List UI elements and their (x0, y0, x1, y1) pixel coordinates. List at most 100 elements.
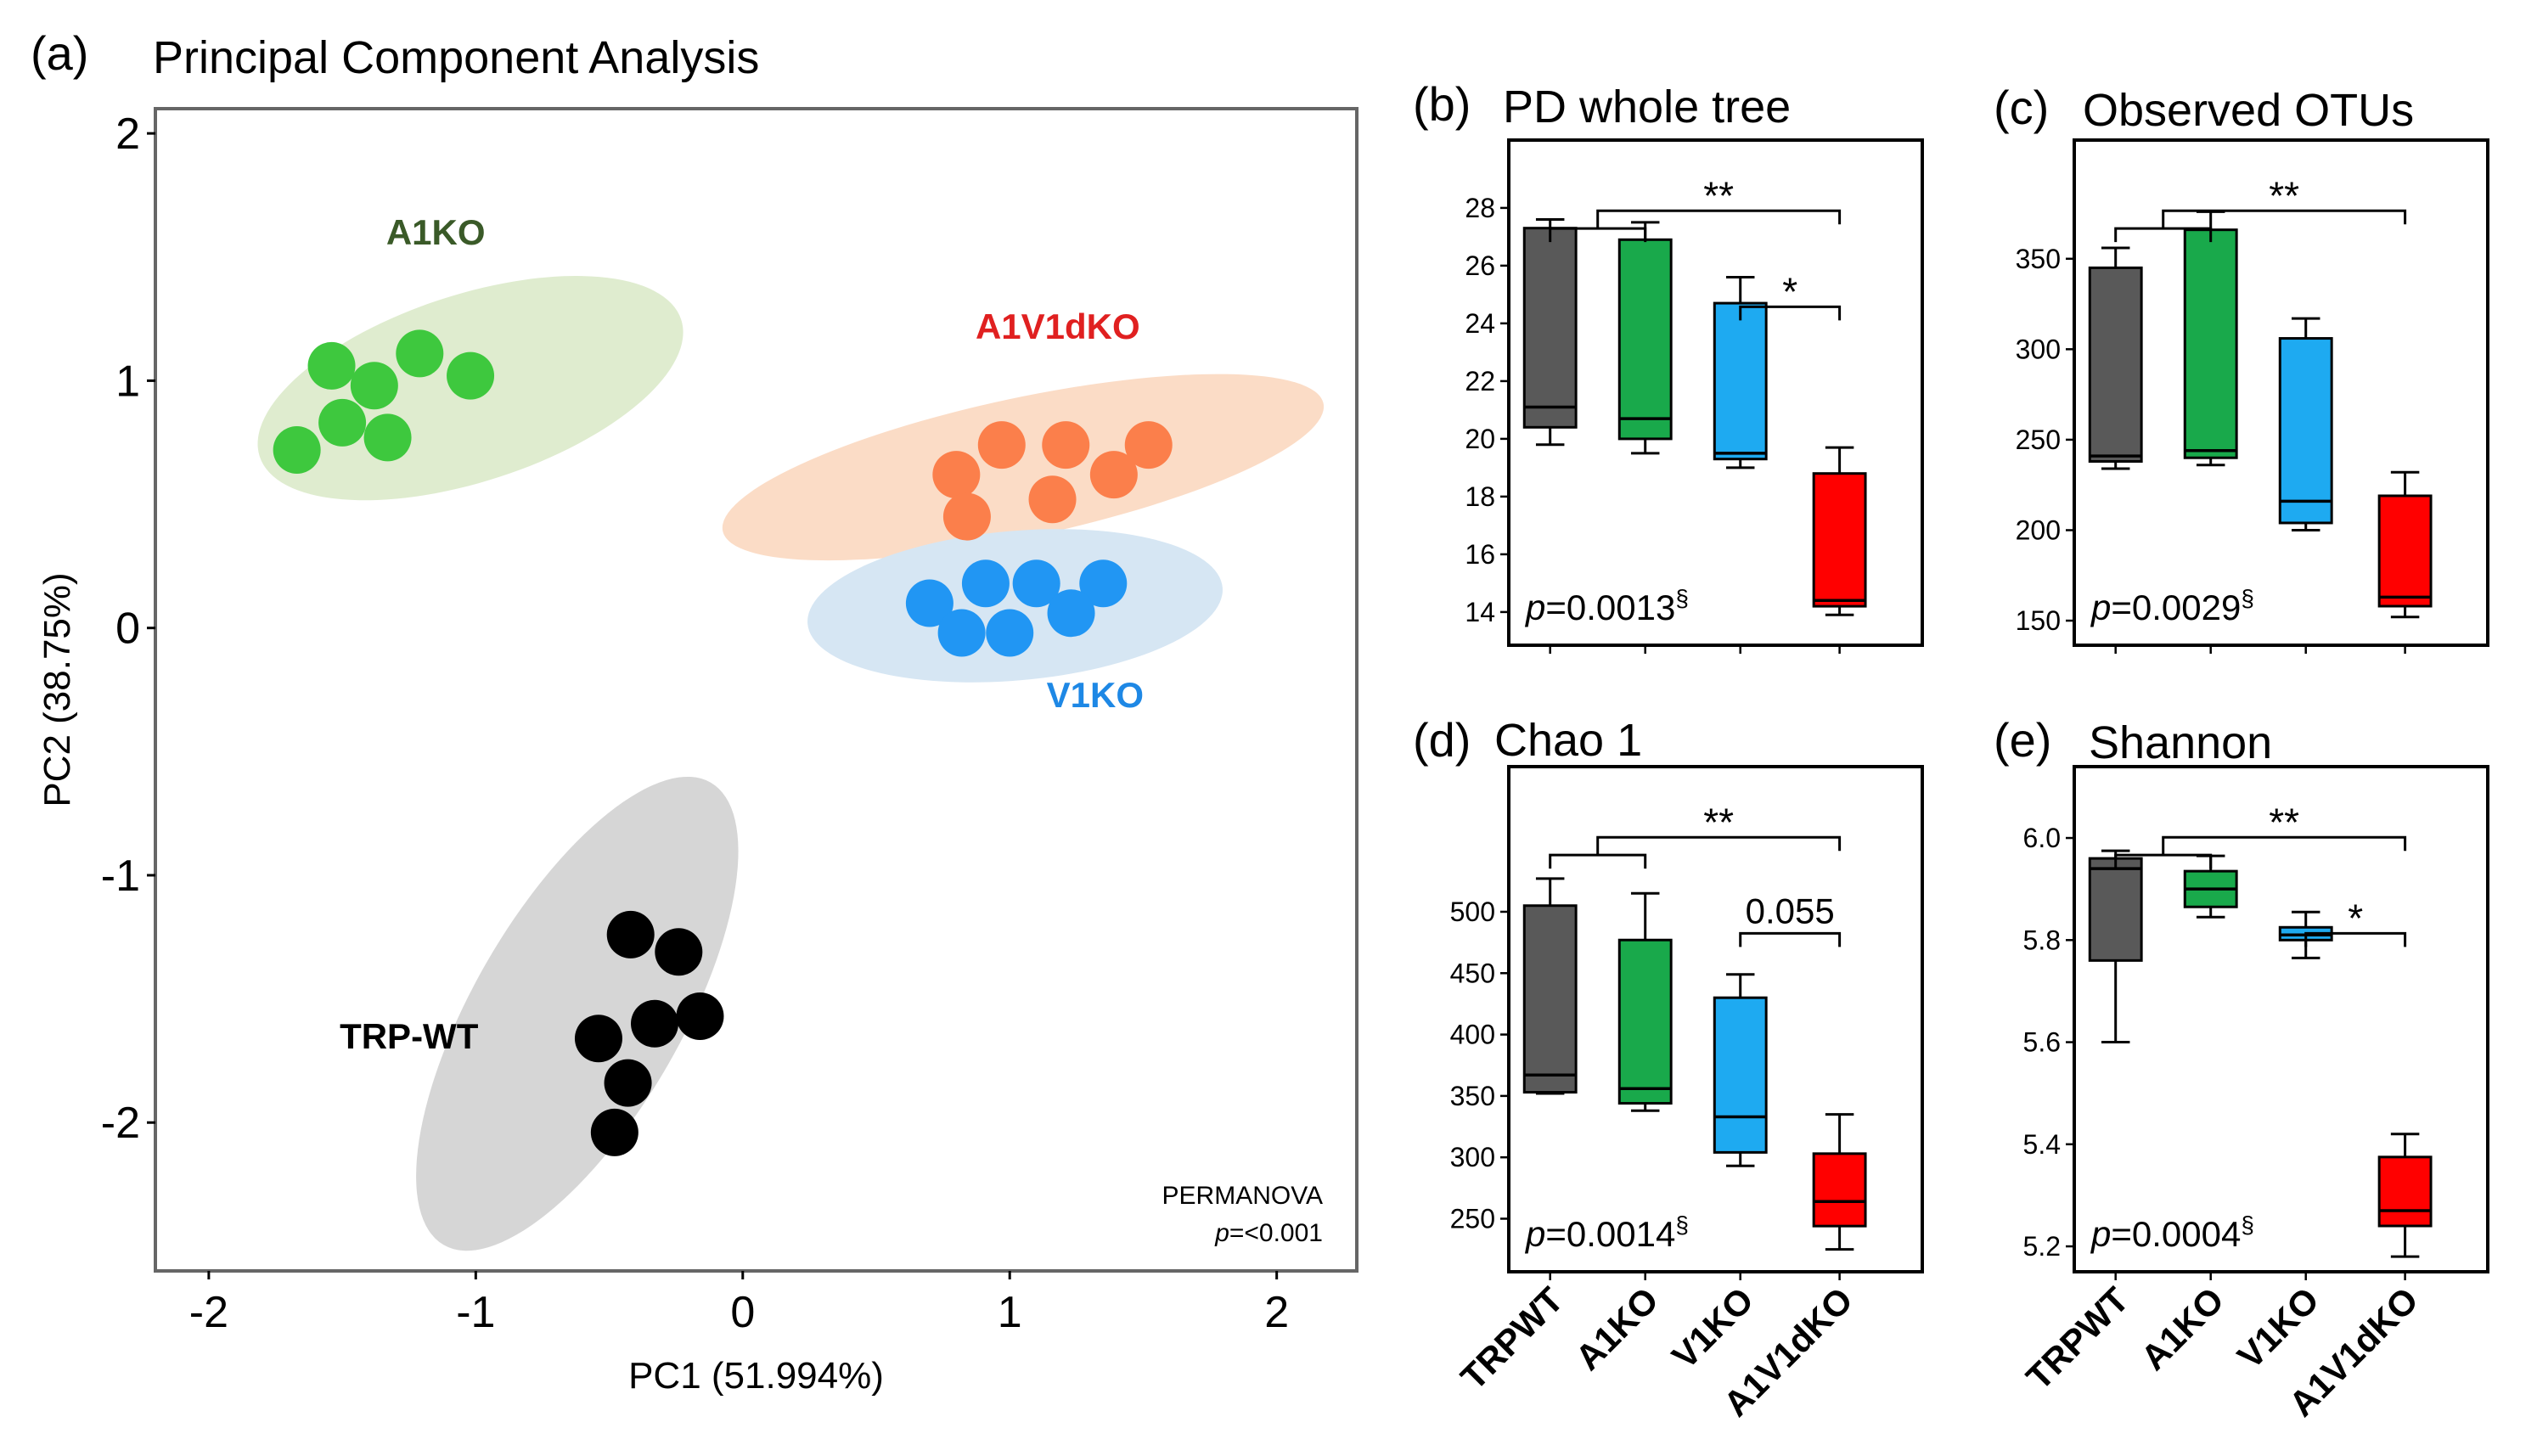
y-tick-label: 200 (2016, 514, 2061, 545)
point-v1ko (986, 609, 1034, 657)
permanova-pvalue: p=<0.001 (1214, 1219, 1323, 1247)
y-tick-label: 400 (1450, 1020, 1495, 1050)
y-tick-label: 1 (115, 357, 140, 406)
point-a1v1dko (1042, 421, 1090, 469)
sig-label: ** (2269, 173, 2299, 217)
box-trpwt (2088, 857, 2143, 962)
panel-frame-e (2073, 765, 2489, 1273)
point-trp-wt (655, 928, 703, 976)
box-trpwt (1522, 227, 1578, 429)
point-a1ko (350, 362, 398, 410)
panel-title-c: Observed OTUs (2083, 85, 2414, 136)
y-tick-label: 28 (1465, 193, 1495, 223)
panel-label-d: (d) (1413, 713, 1471, 767)
y-tick-label: 16 (1465, 539, 1495, 570)
point-a1v1dko (977, 421, 1026, 469)
point-v1ko (1079, 559, 1128, 608)
p-value-e: p=0.0004§ (2090, 1211, 2254, 1254)
point-a1v1dko (942, 492, 991, 541)
box-trpwt (1522, 904, 1578, 1094)
x-tick-label: 2 (1264, 1288, 1289, 1337)
sig-label: * (1782, 269, 1797, 313)
box-a1ko (2183, 228, 2238, 459)
box-a1v1dko (2377, 1155, 2433, 1228)
y-tick-label: 450 (1450, 958, 1495, 988)
point-a1v1dko (1028, 475, 1077, 524)
panel-frame-b (1507, 138, 1924, 647)
point-trp-wt (676, 992, 724, 1040)
panel-label-a: (a) (31, 26, 88, 80)
box-a1v1dko (1812, 472, 1867, 608)
y-tick-label: 300 (1450, 1142, 1495, 1172)
p-value-b: p=0.0013§ (1524, 585, 1689, 627)
sig-label: ** (2269, 800, 2299, 844)
y-tick-label: 6.0 (2023, 823, 2061, 853)
y-tick-label: 22 (1465, 366, 1495, 396)
sig-bracket (2162, 835, 2407, 856)
point-a1ko (396, 329, 444, 378)
panel-frame-c (2073, 138, 2489, 647)
box-trpwt (2088, 266, 2143, 463)
sig-label: * (2348, 896, 2363, 940)
y-tick-label: 5.2 (2023, 1231, 2061, 1262)
point-a1ko (318, 398, 367, 447)
x-axis-label: PC1 (51.994%) (628, 1355, 884, 1397)
point-v1ko (937, 609, 986, 657)
y-tick-label: 5.8 (2023, 925, 2061, 955)
sig-label: ** (1703, 173, 1734, 217)
y-tick-label: 20 (1465, 424, 1495, 454)
x-tick-label: -2 (189, 1288, 228, 1337)
box-v1ko (2278, 337, 2333, 525)
box-a1ko (1617, 938, 1673, 1105)
sig-bracket (1739, 305, 1842, 321)
sig-bracket (2114, 853, 2213, 869)
ellipse-trp-wt (416, 776, 739, 1251)
y-tick-label: 250 (2016, 424, 2061, 455)
point-trp-wt (590, 1108, 638, 1156)
point-a1v1dko (932, 451, 981, 499)
point-a1ko (363, 413, 412, 462)
point-a1v1dko (1124, 421, 1173, 469)
sig-bracket (1596, 835, 1842, 856)
y-tick-label: 350 (2016, 244, 2061, 274)
x-tick-label: 1 (998, 1288, 1022, 1337)
sig-bracket (2304, 931, 2407, 947)
x-tick-label: -1 (456, 1288, 495, 1337)
y-tick-label: -1 (101, 852, 140, 901)
panel-label-e: (e) (1994, 713, 2051, 767)
sig-bracket (1549, 853, 1647, 869)
sig-bracket (2162, 209, 2407, 229)
y-tick-label: 150 (2016, 605, 2061, 636)
point-trp-wt (604, 1059, 652, 1107)
y-axis-label: PC2 (38.75%) (37, 572, 78, 807)
sig-label: 0.055 (1746, 891, 1835, 930)
sig-label: ** (1703, 800, 1734, 844)
point-v1ko (1012, 559, 1060, 608)
pca-frame (154, 107, 1359, 1273)
pca-title: Principal Component Analysis (153, 32, 759, 83)
y-tick-label: 500 (1450, 897, 1495, 927)
y-tick-label: -2 (101, 1099, 140, 1148)
y-tick-label: 5.6 (2023, 1027, 2061, 1058)
box-a1v1dko (1812, 1152, 1867, 1228)
box-v1ko (1713, 301, 1768, 461)
y-tick-label: 250 (1450, 1203, 1495, 1234)
panel-title-b: PD whole tree (1503, 82, 1791, 132)
point-a1ko (447, 351, 495, 400)
x-category-label: TRPWT (1453, 1279, 1571, 1397)
x-category-label: TRPWT (2018, 1279, 2136, 1397)
point-trp-wt (606, 910, 655, 958)
p-value-c: p=0.0029§ (2090, 585, 2254, 627)
sig-bracket (1739, 931, 1842, 947)
point-v1ko (961, 559, 1010, 608)
point-a1ko (273, 425, 321, 474)
panel-frame-d (1507, 765, 1924, 1273)
y-tick-label: 300 (2016, 334, 2061, 364)
box-a1v1dko (2377, 494, 2433, 608)
y-tick-label: 0 (115, 604, 140, 654)
y-tick-label: 14 (1465, 597, 1495, 627)
panel-title-d: Chao 1 (1494, 715, 1642, 766)
group-label-a1ko: A1KO (386, 212, 486, 252)
point-trp-wt (631, 999, 679, 1048)
sig-bracket (1596, 209, 1842, 229)
